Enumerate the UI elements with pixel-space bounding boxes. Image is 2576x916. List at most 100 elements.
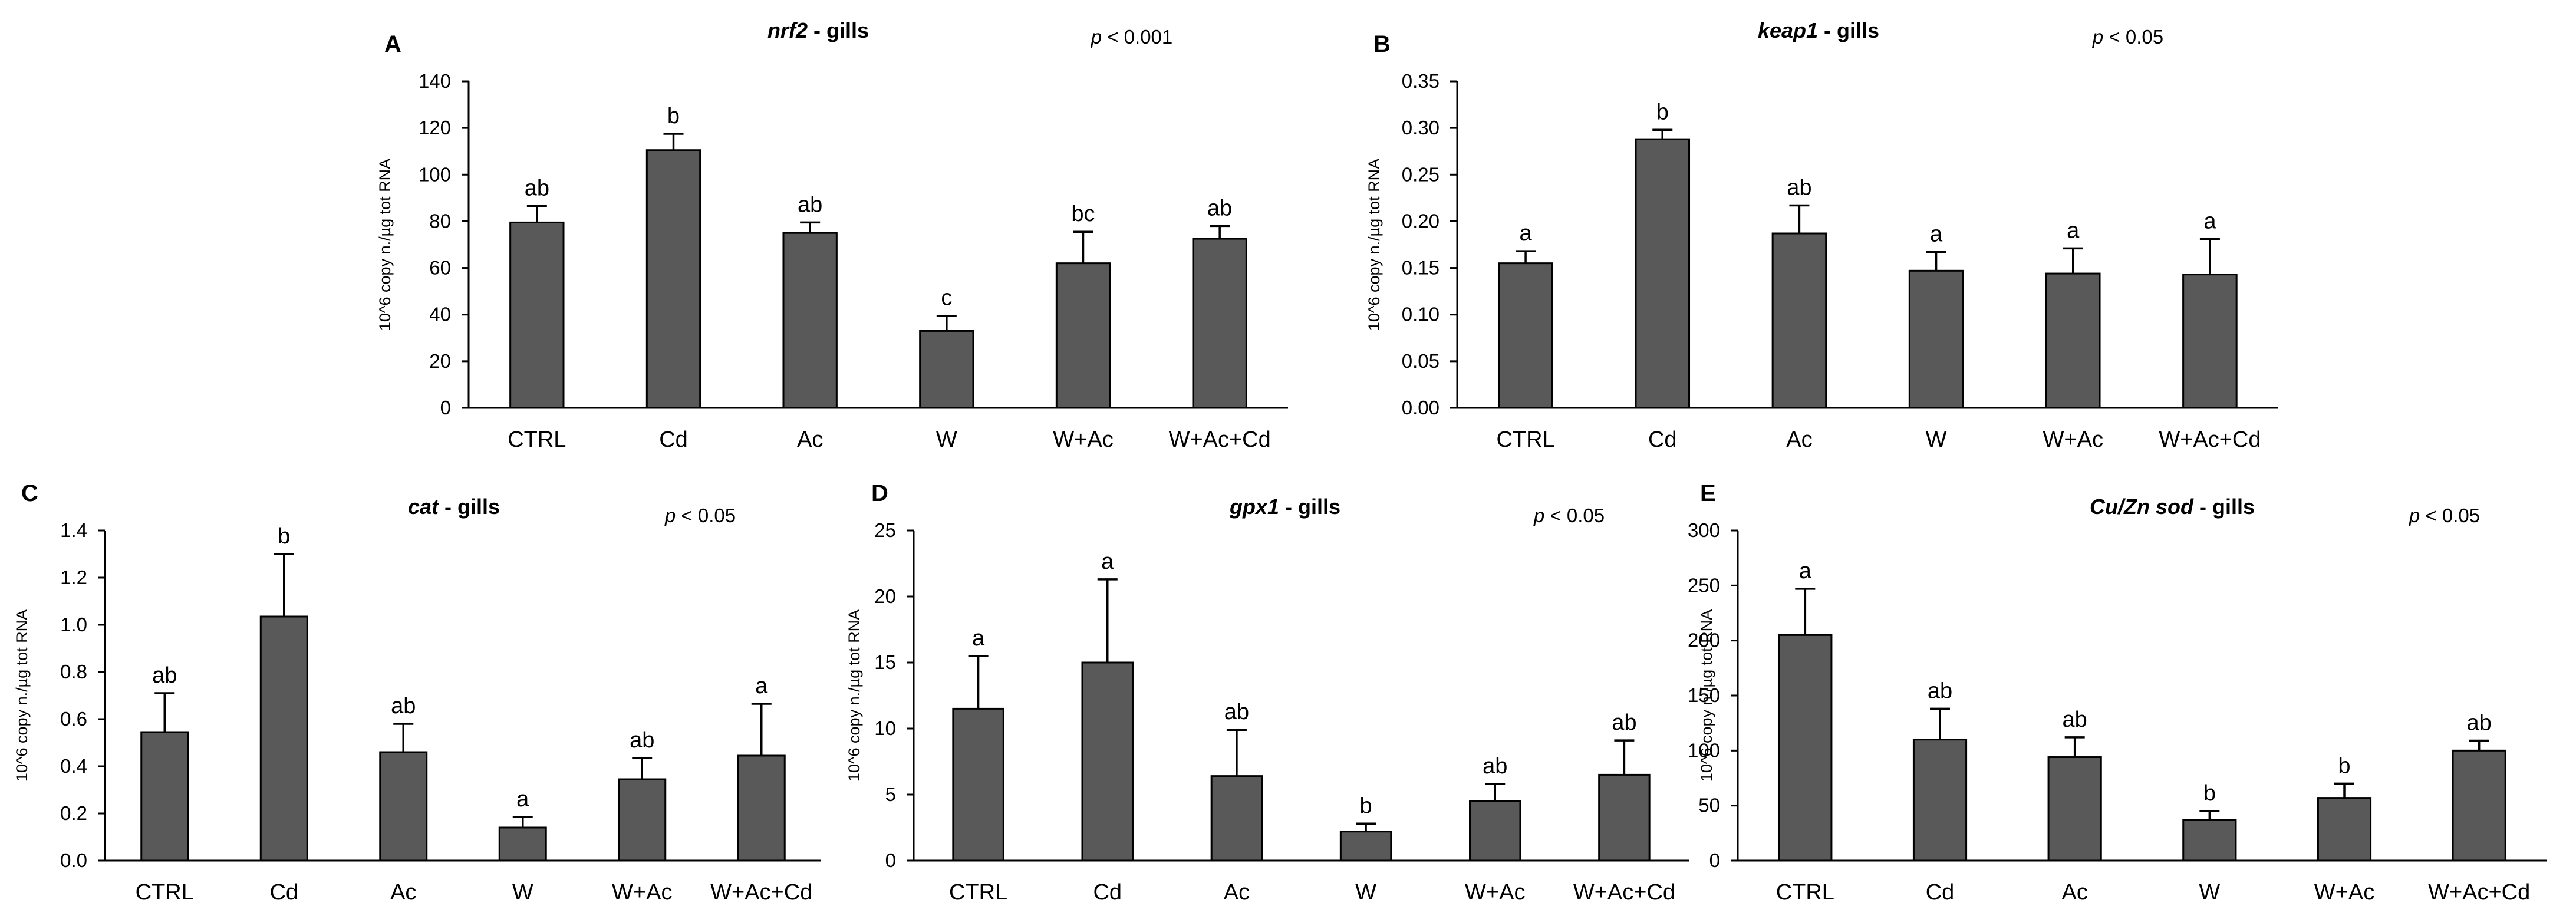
x-tick-label: Ac [797, 427, 823, 452]
x-tick-label: W+Ac [612, 880, 672, 905]
significance-label: ab [1483, 754, 1507, 779]
y-tick-label: 5 [885, 783, 896, 805]
x-tick-label: Cd [659, 427, 688, 452]
bar-cd [1635, 138, 1691, 409]
significance-label: b [2338, 753, 2350, 778]
y-tick-label: 100 [1688, 739, 1720, 761]
y-tick-label: 150 [1688, 684, 1720, 706]
gene-name: cat [408, 495, 440, 519]
significance-label: ab [1787, 176, 1811, 200]
panel-letter: A [384, 31, 401, 57]
significance-label: ab [1224, 700, 1249, 724]
x-tick-label: Ac [1224, 880, 1250, 905]
significance-label: ab [798, 192, 822, 217]
x-tick-label: W [512, 880, 533, 905]
y-tick-label: 0.0 [60, 849, 87, 871]
y-tick-label: 120 [419, 117, 451, 139]
y-tick-label: 1.2 [60, 566, 87, 588]
chart-panel-e: E Cu/Zn sod - gills p < 0.05 10^6 copy n./µ… [1688, 480, 2547, 905]
bar-ctrl [1498, 262, 1553, 409]
chart-title: keap1 - gills [1758, 18, 1879, 42]
y-tick-label: 0.4 [60, 755, 87, 777]
p-value: p < 0.05 [2409, 505, 2480, 526]
bar-ctrl [509, 221, 565, 409]
x-tick-label: Cd [1093, 880, 1122, 905]
bar-cd [259, 615, 308, 862]
bar-w [919, 330, 974, 409]
bar-w-ac-cd [2182, 274, 2238, 409]
significance-label: ab [152, 663, 177, 688]
x-tick-label: CTRL [136, 880, 194, 905]
bar-ac [1771, 232, 1827, 409]
significance-label: c [941, 286, 952, 311]
x-tick-label: Cd [1926, 880, 1955, 905]
y-tick-label: 0 [885, 849, 896, 871]
y-tick-label: 200 [1688, 630, 1720, 651]
significance-label: ab [1207, 196, 1232, 220]
p-symbol: p [1091, 26, 1102, 48]
bar-w-ac-cd [1192, 238, 1247, 409]
title-suffix: - gills [808, 18, 869, 42]
y-tick-label: 0.6 [60, 708, 87, 730]
bar-w-ac [2045, 272, 2101, 409]
significance-label: a [1520, 221, 1533, 246]
y-tick-label: 0.35 [1402, 70, 1439, 92]
significance-label: bc [1071, 202, 1095, 226]
significance-label: ab [630, 728, 654, 753]
significance-label: a [1930, 222, 1943, 247]
bar-w-ac [618, 778, 667, 862]
y-tick-label: 10 [874, 717, 896, 739]
y-tick-label: 0.8 [60, 661, 87, 683]
x-tick-label: Cd [269, 880, 298, 905]
y-tick-label: 300 [1688, 519, 1720, 541]
p-threshold: < 0.05 [2420, 505, 2480, 526]
p-symbol: p [664, 505, 676, 526]
bar-ac [1210, 775, 1263, 862]
y-axis-label: 10^6 copy n./µg tot RNA [845, 609, 863, 782]
x-tick-label: CTRL [1496, 427, 1554, 452]
x-tick-label: W+Ac+Cd [1169, 427, 1271, 452]
x-tick-label: CTRL [949, 880, 1007, 905]
bar-cd [1912, 739, 1968, 862]
x-tick-label: W+Ac+Cd [2428, 880, 2530, 905]
bar-w [1339, 831, 1392, 862]
y-tick-label: 250 [1688, 574, 1720, 596]
p-value: p < 0.05 [2092, 26, 2163, 48]
chart-title: cat - gills [408, 495, 500, 519]
y-tick-label: 60 [429, 257, 451, 279]
y-tick-label: 0.2 [60, 802, 87, 824]
significance-label: a [755, 674, 768, 698]
chart-title: nrf2 - gills [767, 18, 869, 42]
y-tick-label: 25 [874, 519, 896, 541]
p-threshold: < 0.05 [2103, 26, 2163, 48]
y-axis-label: 10^6 copy n./µg tot RNA [376, 159, 394, 331]
y-tick-label: 20 [429, 350, 451, 372]
significance-label: b [1656, 100, 1669, 124]
bar-w-ac-cd [1598, 773, 1651, 862]
x-tick-label: CTRL [1776, 880, 1834, 905]
x-tick-label: W+Ac [2314, 880, 2374, 905]
panel-letter: D [871, 480, 888, 506]
title-suffix: - gills [439, 495, 500, 519]
y-tick-label: 0.05 [1402, 350, 1439, 372]
p-value: p < 0.001 [1091, 26, 1173, 48]
significance-label: a [2203, 209, 2216, 234]
x-tick-label: W+Ac [1465, 880, 1525, 905]
gene-name: nrf2 [767, 18, 808, 42]
significance-label: ab [1928, 678, 1952, 703]
significance-label: ab [2467, 711, 2492, 736]
bar-ctrl [952, 707, 1004, 862]
significance-label: a [972, 626, 985, 651]
x-tick-label: Ac [2061, 880, 2087, 905]
gene-name: gpx1 [1229, 495, 1279, 519]
y-tick-label: 40 [429, 304, 451, 325]
gene-name: keap1 [1758, 18, 1818, 42]
x-tick-label: W+Ac+Cd [2159, 427, 2261, 452]
y-axis-label: 10^6 copy n./µg tot RNA [1365, 159, 1383, 331]
panel-letter: B [1373, 31, 1391, 57]
gene-name: Cu/Zn sod [2090, 495, 2194, 519]
bar-ctrl [140, 731, 189, 862]
title-suffix: - gills [1818, 18, 1879, 42]
